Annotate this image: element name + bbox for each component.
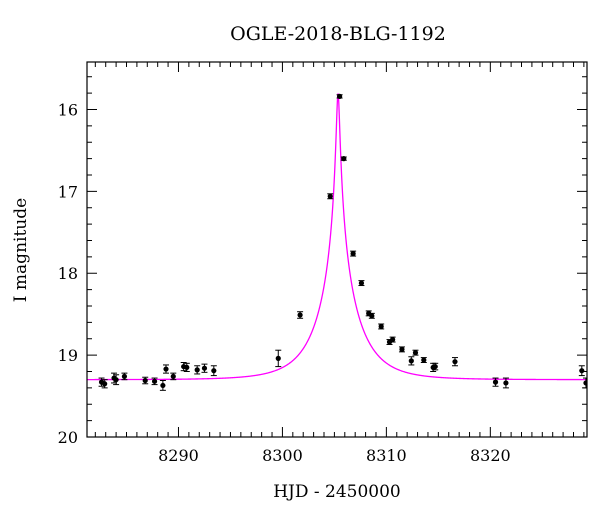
y-tick-label: 16 xyxy=(58,100,78,119)
data-point xyxy=(142,376,149,385)
data-marker xyxy=(160,382,166,389)
data-point xyxy=(101,379,108,389)
data-point xyxy=(201,363,208,373)
data-marker xyxy=(275,355,281,361)
data-marker xyxy=(327,193,333,199)
data-point xyxy=(170,372,177,381)
data-marker xyxy=(432,363,438,370)
data-marker xyxy=(297,312,303,318)
data-point xyxy=(183,362,190,372)
data-point xyxy=(210,365,217,377)
data-marker xyxy=(452,359,458,365)
data-point xyxy=(412,349,419,356)
data-point xyxy=(297,311,304,319)
data-marker xyxy=(102,381,108,387)
data-point xyxy=(350,250,357,257)
data-marker xyxy=(390,336,396,343)
data-point xyxy=(398,346,405,353)
data-marker xyxy=(113,377,119,383)
model-curve-layer xyxy=(87,93,587,381)
data-point xyxy=(492,377,499,387)
data-marker xyxy=(579,368,585,374)
data-points-layer xyxy=(98,93,587,391)
y-tick-label: 19 xyxy=(58,346,78,365)
plot-area: 8290 8300 8310 8320 16 17 18 19 20 xyxy=(58,61,588,465)
data-point xyxy=(432,362,439,371)
data-point xyxy=(408,356,415,366)
data-marker xyxy=(184,364,190,371)
data-marker xyxy=(369,313,375,319)
data-marker xyxy=(201,365,208,371)
data-point xyxy=(194,365,201,375)
data-marker xyxy=(121,373,128,380)
data-marker xyxy=(358,280,365,286)
y-axis-label: I magnitude xyxy=(11,198,31,302)
data-marker xyxy=(421,357,427,363)
data-point xyxy=(451,357,458,367)
x-axis-label: HJD - 2450000 xyxy=(273,482,401,502)
data-point xyxy=(121,372,128,381)
data-marker xyxy=(583,380,587,386)
y-tick-label: 18 xyxy=(58,264,78,283)
data-marker xyxy=(211,368,217,374)
data-marker xyxy=(142,377,148,384)
data-marker xyxy=(194,367,200,373)
x-tick-label: 8300 xyxy=(262,446,303,465)
data-point xyxy=(358,280,365,287)
data-point xyxy=(159,380,166,391)
data-point xyxy=(275,349,282,368)
data-point xyxy=(163,364,170,374)
data-point xyxy=(578,365,585,377)
data-marker xyxy=(170,373,176,380)
data-marker xyxy=(492,379,499,385)
data-point xyxy=(378,323,385,330)
data-marker xyxy=(163,366,169,372)
data-marker xyxy=(378,323,384,330)
data-point xyxy=(340,156,347,162)
data-marker xyxy=(350,250,356,257)
data-point xyxy=(336,93,343,99)
data-marker xyxy=(336,93,343,99)
data-point xyxy=(502,377,509,389)
data-marker xyxy=(412,350,419,356)
axis-ticks-layer: 8290 8300 8310 8320 16 17 18 19 20 xyxy=(58,62,587,465)
data-point xyxy=(420,357,427,363)
data-marker xyxy=(503,380,509,386)
model-curve xyxy=(87,93,587,381)
data-point xyxy=(113,374,120,386)
chart-title: OGLE-2018-BLG-1192 xyxy=(230,23,446,45)
data-point xyxy=(389,336,396,343)
y-tick-label: 17 xyxy=(58,182,78,201)
x-tick-label: 8290 xyxy=(158,446,199,465)
data-marker xyxy=(408,358,414,364)
data-point xyxy=(327,193,334,200)
data-point xyxy=(368,312,375,319)
data-marker xyxy=(399,346,405,352)
data-point xyxy=(151,377,158,386)
x-tick-label: 8320 xyxy=(470,446,511,465)
data-marker xyxy=(151,378,158,384)
data-marker xyxy=(341,156,347,162)
x-tick-label: 8310 xyxy=(366,446,407,465)
y-tick-label: 20 xyxy=(58,428,78,447)
plot-frame xyxy=(86,61,588,438)
